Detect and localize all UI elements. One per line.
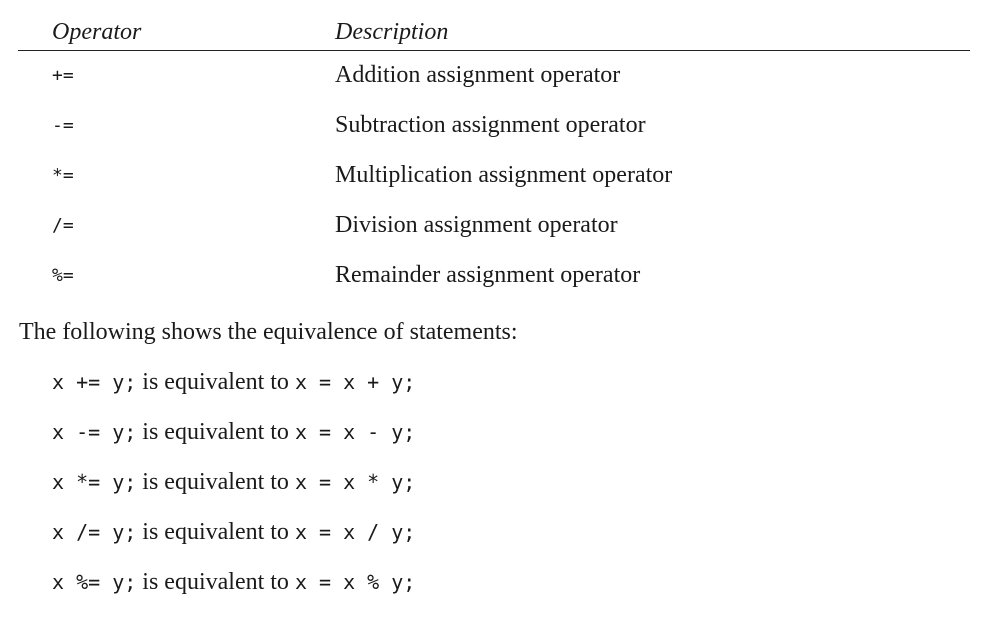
description-cell: Remainder assignment operator bbox=[335, 262, 641, 288]
column-header-operator: Operator bbox=[52, 19, 142, 45]
operator-cell: -= bbox=[52, 115, 74, 136]
operator-cell: += bbox=[52, 65, 74, 86]
equivalence-rhs: x = x - y; bbox=[294, 420, 416, 444]
equivalence-connector: is equivalent to bbox=[136, 469, 295, 495]
equivalence-line: x %= y; is equivalent to x = x % y; bbox=[52, 569, 415, 599]
description-cell: Multiplication assignment operator bbox=[335, 162, 673, 188]
column-header-description: Description bbox=[335, 19, 449, 45]
equivalence-line: x += y; is equivalent to x = x + y; bbox=[52, 369, 415, 399]
table-row: -= Subtraction assignment operator bbox=[18, 111, 970, 141]
equivalence-lhs: x -= y; bbox=[52, 420, 137, 444]
operator-cell: *= bbox=[52, 165, 74, 186]
description-cell: Division assignment operator bbox=[335, 212, 618, 238]
equivalence-rhs: x = x * y; bbox=[294, 470, 416, 494]
equivalence-rhs: x = x / y; bbox=[294, 520, 416, 544]
equivalence-lhs: x += y; bbox=[52, 370, 137, 394]
equivalence-line: x /= y; is equivalent to x = x / y; bbox=[52, 519, 415, 549]
equivalence-rhs: x = x + y; bbox=[294, 370, 416, 394]
table-row: += Addition assignment operator bbox=[18, 61, 970, 91]
equivalence-connector: is equivalent to bbox=[136, 519, 295, 545]
equivalence-connector: is equivalent to bbox=[136, 419, 295, 445]
operator-table: Operator Description += Addition assignm… bbox=[18, 0, 970, 288]
equivalence-line: x -= y; is equivalent to x = x - y; bbox=[52, 419, 415, 449]
equivalence-connector: is equivalent to bbox=[136, 569, 295, 595]
table-row: /= Division assignment operator bbox=[18, 211, 970, 241]
operator-cell: %= bbox=[52, 265, 74, 286]
equivalence-connector: is equivalent to bbox=[136, 369, 295, 395]
description-cell: Subtraction assignment operator bbox=[335, 112, 646, 138]
intro-text: The following shows the equivalence of s… bbox=[19, 319, 518, 345]
table-header: Operator Description bbox=[18, 0, 970, 51]
equivalence-lhs: x *= y; bbox=[52, 470, 137, 494]
equivalence-rhs: x = x % y; bbox=[294, 570, 416, 594]
operator-cell: /= bbox=[52, 215, 74, 236]
equivalence-line: x *= y; is equivalent to x = x * y; bbox=[52, 469, 415, 499]
table-row: %= Remainder assignment operator bbox=[18, 261, 970, 291]
description-cell: Addition assignment operator bbox=[335, 62, 621, 88]
equivalence-lhs: x %= y; bbox=[52, 570, 137, 594]
table-row: *= Multiplication assignment operator bbox=[18, 161, 970, 191]
equivalence-lhs: x /= y; bbox=[52, 520, 137, 544]
